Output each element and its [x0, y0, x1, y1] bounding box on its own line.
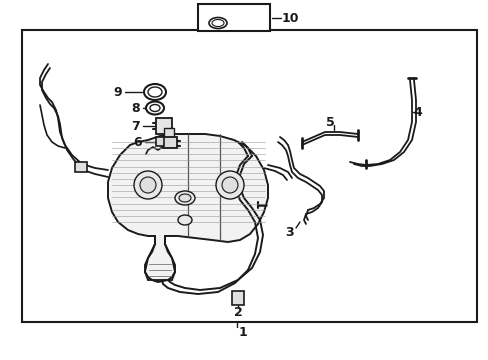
Bar	[75, 162, 87, 172]
Text: 8: 8	[131, 102, 140, 114]
Bar	[163, 128, 174, 138]
Text: 5: 5	[325, 116, 334, 129]
Bar	[231, 291, 244, 305]
Circle shape	[140, 177, 156, 193]
Bar	[156, 118, 172, 134]
Bar	[198, 4, 269, 31]
Text: 10: 10	[282, 12, 299, 24]
Ellipse shape	[208, 18, 226, 28]
Bar	[22, 30, 476, 322]
Ellipse shape	[179, 194, 191, 202]
Circle shape	[222, 177, 238, 193]
Ellipse shape	[148, 87, 162, 97]
Text: 7: 7	[131, 120, 140, 132]
Circle shape	[134, 171, 162, 199]
Ellipse shape	[212, 19, 224, 27]
Ellipse shape	[175, 191, 195, 205]
Ellipse shape	[178, 215, 192, 225]
Text: 6: 6	[133, 135, 142, 149]
Text: 3: 3	[285, 225, 294, 239]
Text: 9: 9	[113, 86, 122, 99]
Circle shape	[216, 171, 244, 199]
Ellipse shape	[146, 102, 163, 114]
Text: 1: 1	[238, 325, 247, 338]
Text: 4: 4	[413, 105, 422, 118]
Bar	[163, 137, 177, 148]
Polygon shape	[108, 134, 267, 282]
Text: 2: 2	[233, 306, 242, 319]
Ellipse shape	[143, 84, 165, 100]
Ellipse shape	[150, 104, 160, 112]
Bar	[156, 137, 163, 146]
